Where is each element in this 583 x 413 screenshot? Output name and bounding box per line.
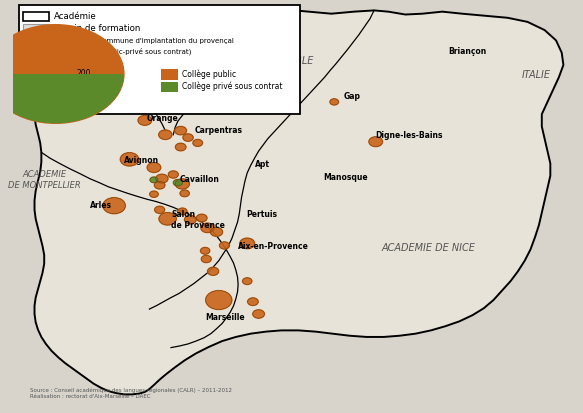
Text: Arles: Arles (90, 201, 112, 210)
Circle shape (369, 137, 382, 147)
Wedge shape (0, 74, 124, 123)
Circle shape (248, 298, 258, 306)
Text: ACADEMIE DE GRENOBLE: ACADEMIE DE GRENOBLE (189, 56, 314, 66)
Circle shape (120, 153, 139, 166)
Text: ACADEMIE
DE MONTPELLIER: ACADEMIE DE MONTPELLIER (8, 170, 80, 190)
Circle shape (156, 174, 168, 183)
Circle shape (240, 238, 255, 249)
Circle shape (175, 179, 189, 189)
Text: Source : Conseil académique des langues régionales (CALR) – 2011-2012
Réalisatio: Source : Conseil académique des langues … (30, 387, 232, 399)
Circle shape (180, 190, 189, 197)
Circle shape (150, 191, 159, 197)
Circle shape (210, 228, 223, 236)
Text: Bassin de formation: Bassin de formation (54, 24, 141, 33)
Text: Collège privé sous contrat: Collège privé sous contrat (182, 82, 283, 91)
Circle shape (22, 62, 90, 111)
Text: 100: 100 (76, 82, 91, 91)
Text: Cavaillon: Cavaillon (180, 175, 219, 183)
Text: ACADEMIE DE NICE: ACADEMIE DE NICE (381, 242, 475, 252)
Circle shape (219, 242, 230, 249)
Bar (23, 12, 49, 21)
Circle shape (147, 163, 161, 173)
Circle shape (150, 177, 158, 183)
Circle shape (330, 99, 339, 105)
Circle shape (208, 267, 219, 275)
Circle shape (154, 206, 164, 214)
Text: ITALIE: ITALIE (522, 70, 550, 80)
Text: Académie: Académie (54, 12, 97, 21)
Circle shape (159, 213, 176, 225)
Text: 20: 20 (76, 94, 86, 103)
Circle shape (206, 291, 232, 309)
Polygon shape (34, 7, 563, 394)
Text: Collège public: Collège public (182, 70, 237, 79)
Text: 200: 200 (76, 69, 91, 78)
Text: Salon
de Provence: Salon de Provence (171, 210, 225, 230)
Circle shape (154, 181, 165, 189)
Bar (161, 69, 178, 80)
Circle shape (178, 208, 187, 215)
Circle shape (183, 134, 193, 141)
Text: Gap: Gap (344, 93, 361, 102)
Circle shape (243, 278, 252, 285)
Text: Carpentras: Carpentras (195, 126, 243, 135)
Circle shape (196, 214, 207, 222)
Circle shape (0, 25, 124, 123)
Text: Avignon: Avignon (124, 156, 159, 165)
Text: Aix-en-Provence: Aix-en-Provence (237, 242, 308, 251)
Circle shape (173, 180, 182, 186)
Circle shape (162, 83, 173, 90)
Text: Orange: Orange (146, 114, 178, 123)
Circle shape (168, 171, 178, 178)
Text: Valréas: Valréas (175, 79, 207, 88)
Circle shape (201, 255, 211, 263)
Text: Pertuis: Pertuis (246, 210, 277, 219)
Text: Digne-les-Bains: Digne-les-Bains (375, 131, 443, 140)
Circle shape (201, 247, 210, 254)
Text: Marseille: Marseille (205, 313, 245, 322)
Circle shape (103, 197, 125, 214)
FancyBboxPatch shape (19, 5, 300, 114)
Circle shape (49, 94, 62, 104)
Text: Briançon: Briançon (448, 47, 486, 56)
Text: Apt: Apt (255, 160, 269, 169)
Circle shape (252, 310, 265, 318)
Circle shape (175, 143, 186, 151)
Circle shape (175, 126, 187, 135)
Circle shape (193, 140, 202, 147)
Circle shape (138, 115, 152, 125)
Circle shape (159, 130, 172, 140)
Text: Manosque: Manosque (323, 173, 367, 182)
Circle shape (201, 223, 214, 233)
Bar (23, 24, 49, 33)
Circle shape (184, 216, 196, 224)
Bar (161, 82, 178, 92)
Text: Effectifs d'élèves par commune d'implantation du provençal
en collège et secteur: Effectifs d'élèves par commune d'implant… (23, 38, 234, 55)
